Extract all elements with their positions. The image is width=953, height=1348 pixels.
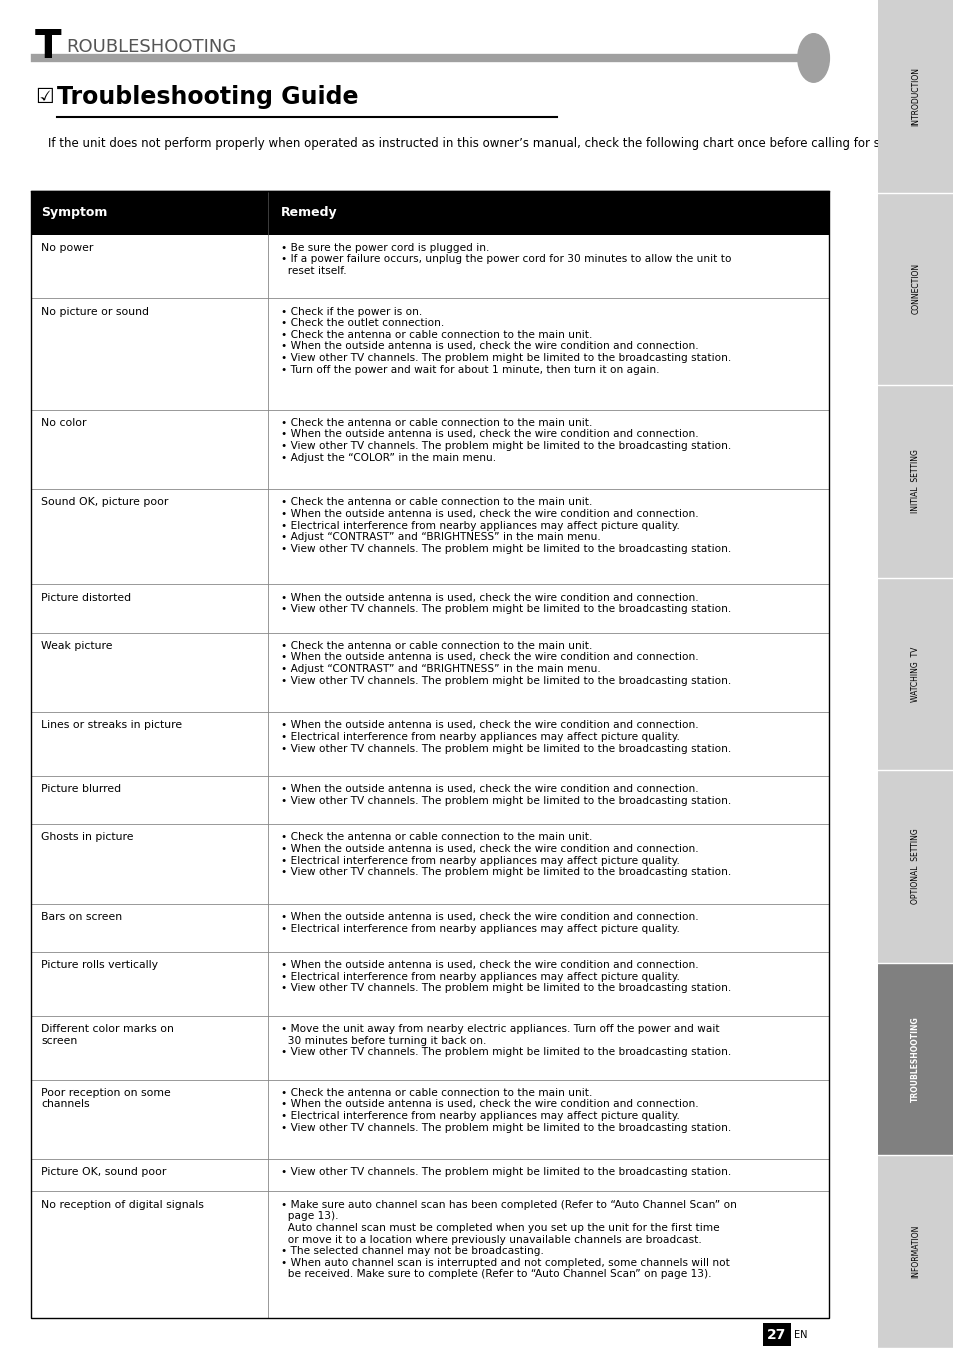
Bar (877, 386, 953, 578)
Text: • Move the unit away from nearby electric appliances. Turn off the power and wai: • Move the unit away from nearby electri… (280, 1024, 730, 1057)
Circle shape (797, 34, 828, 82)
Text: • View other TV channels. The problem might be limited to the broadcasting stati: • View other TV channels. The problem mi… (280, 1167, 730, 1177)
Text: CONNECTION: CONNECTION (910, 263, 920, 314)
Text: No power: No power (41, 243, 93, 253)
Text: Weak picture: Weak picture (41, 640, 112, 651)
Text: TROUBLESHOOTING: TROUBLESHOOTING (910, 1016, 920, 1103)
Text: • Be sure the power cord is plugged in.
• If a power failure occurs, unplug the : • Be sure the power cord is plugged in. … (280, 243, 731, 276)
Text: No reception of digital signals: No reception of digital signals (41, 1200, 204, 1209)
Text: Sound OK, picture poor: Sound OK, picture poor (41, 497, 169, 507)
Text: • When the outside antenna is used, check the wire condition and connection.
• E: • When the outside antenna is used, chec… (280, 913, 698, 934)
Bar (30, 191, 828, 235)
Bar (877, 770, 953, 962)
Text: ☑: ☑ (35, 88, 53, 106)
Text: • Check if the power is on.
• Check the outlet connection.
• Check the antenna o: • Check if the power is on. • Check the … (280, 307, 730, 375)
Text: • Check the antenna or cable connection to the main unit.
• When the outside ant: • Check the antenna or cable connection … (280, 833, 730, 878)
Text: INTRODUCTION: INTRODUCTION (910, 67, 920, 125)
Text: Picture OK, sound poor: Picture OK, sound poor (41, 1167, 167, 1177)
Text: • When the outside antenna is used, check the wire condition and connection.
• E: • When the outside antenna is used, chec… (280, 720, 730, 754)
Text: Lines or streaks in picture: Lines or streaks in picture (41, 720, 182, 731)
Text: OPTIONAL  SETTING: OPTIONAL SETTING (910, 829, 920, 905)
Text: Symptom: Symptom (41, 206, 108, 220)
Text: Picture distorted: Picture distorted (41, 593, 132, 603)
Text: Picture blurred: Picture blurred (41, 785, 121, 794)
Text: Picture rolls vertically: Picture rolls vertically (41, 960, 158, 971)
Text: No picture or sound: No picture or sound (41, 307, 149, 317)
Text: No color: No color (41, 418, 87, 427)
Text: INFORMATION: INFORMATION (910, 1225, 920, 1278)
Text: Poor reception on some
channels: Poor reception on some channels (41, 1088, 171, 1109)
Text: • When the outside antenna is used, check the wire condition and connection.
• V: • When the outside antenna is used, chec… (280, 593, 730, 615)
Text: • Check the antenna or cable connection to the main unit.
• When the outside ant: • Check the antenna or cable connection … (280, 497, 730, 554)
Text: WATCHING  TV: WATCHING TV (910, 646, 920, 702)
Text: • When the outside antenna is used, check the wire condition and connection.
• V: • When the outside antenna is used, chec… (280, 785, 730, 806)
Text: If the unit does not perform properly when operated as instructed in this owner’: If the unit does not perform properly wh… (49, 137, 920, 151)
Text: • Check the antenna or cable connection to the main unit.
• When the outside ant: • Check the antenna or cable connection … (280, 418, 730, 462)
Text: ROUBLESHOOTING: ROUBLESHOOTING (66, 38, 235, 57)
Text: EN: EN (794, 1329, 807, 1340)
Text: • Check the antenna or cable connection to the main unit.
• When the outside ant: • Check the antenna or cable connection … (280, 1088, 730, 1132)
Text: Troubleshooting Guide: Troubleshooting Guide (57, 85, 358, 109)
Text: • When the outside antenna is used, check the wire condition and connection.
• E: • When the outside antenna is used, chec… (280, 960, 730, 993)
Bar (877, 578, 953, 770)
Bar (877, 0, 953, 193)
Text: • Check the antenna or cable connection to the main unit.
• When the outside ant: • Check the antenna or cable connection … (280, 640, 730, 686)
Text: T: T (35, 28, 62, 66)
Text: Different color marks on
screen: Different color marks on screen (41, 1024, 174, 1046)
Bar (877, 1155, 953, 1348)
Text: 27: 27 (766, 1328, 785, 1341)
Bar (877, 193, 953, 386)
Text: Ghosts in picture: Ghosts in picture (41, 833, 133, 842)
Bar (30, 191, 828, 1318)
Text: INITIAL  SETTING: INITIAL SETTING (910, 449, 920, 514)
Text: • Make sure auto channel scan has been completed (Refer to “Auto Channel Scan” o: • Make sure auto channel scan has been c… (280, 1200, 736, 1279)
Text: Remedy: Remedy (280, 206, 337, 220)
Bar (877, 962, 953, 1155)
Text: Bars on screen: Bars on screen (41, 913, 122, 922)
